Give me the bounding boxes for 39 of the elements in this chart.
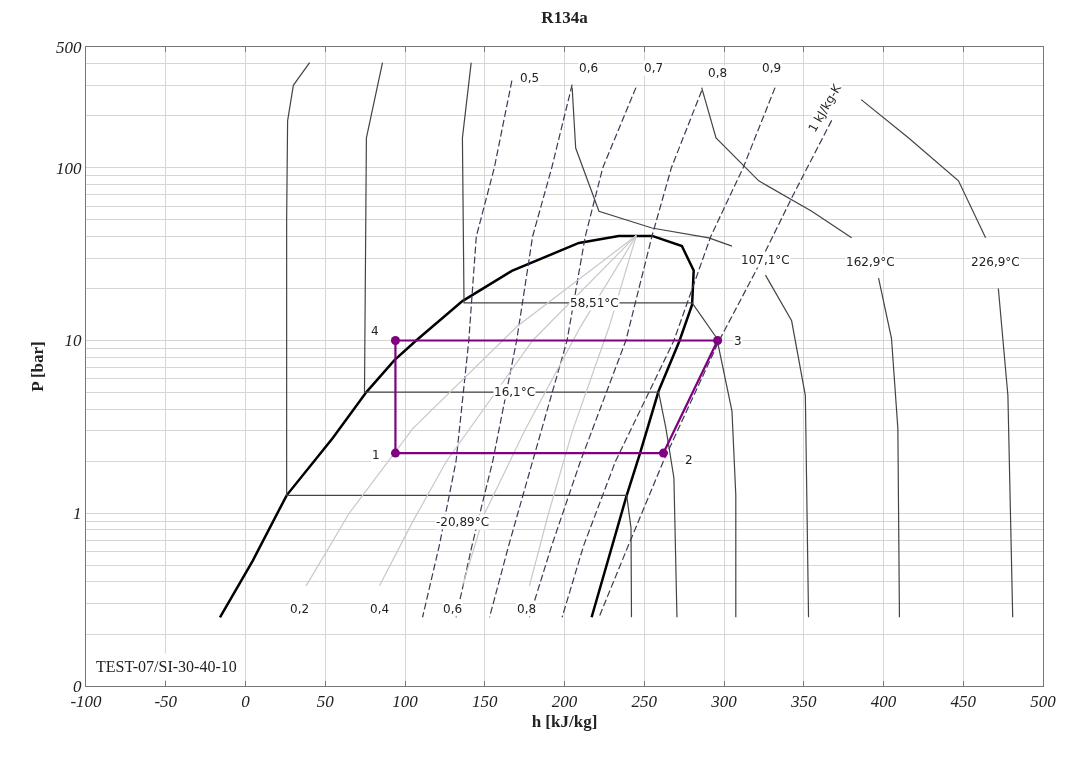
y-tick-label: 100 <box>56 158 83 178</box>
x-tick-label: 50 <box>316 692 335 712</box>
annotation: 0,8 <box>708 66 728 80</box>
annotation: 162,9°C <box>846 255 895 269</box>
x-axis-title: h [kJ/kg] <box>531 711 598 731</box>
annotation: 0,9 <box>762 61 782 75</box>
x-tick-label: 0 <box>241 692 251 712</box>
annotation: 0,8 <box>517 602 537 616</box>
annotation: 0,5 <box>520 71 540 85</box>
annotation: 2 <box>685 453 693 467</box>
x-tick-label: 350 <box>790 692 817 712</box>
annotation: 226,9°C <box>971 255 1020 269</box>
annotation: 0,6 <box>579 61 599 75</box>
x-tick-label: 250 <box>631 692 658 712</box>
x-tick-label: 100 <box>392 692 419 712</box>
y-tick-label: 1 <box>73 504 82 524</box>
annotation: 0,2 <box>290 602 310 616</box>
annotation: 16,1°C <box>494 385 536 399</box>
x-tick-label: 450 <box>950 692 977 712</box>
y-tick-label: 500 <box>56 37 83 57</box>
annotation: 3 <box>734 334 742 348</box>
annotation: 4 <box>371 324 379 338</box>
annotation: 107,1°C <box>741 253 790 267</box>
x-tick-label: 300 <box>710 692 738 712</box>
x-tick-label: 150 <box>472 692 498 712</box>
y-axis-title: P [bar] <box>27 341 47 392</box>
y-tick-label: 10 <box>64 331 83 351</box>
x-tick-label: 500 <box>1030 692 1057 712</box>
annotation: 0,4 <box>370 602 390 616</box>
x-tick-label: 200 <box>551 692 578 712</box>
x-tick-label: 400 <box>870 692 897 712</box>
annotation: TEST-07/SI-30-40-10 <box>96 658 237 675</box>
annotation: 1 <box>372 448 380 462</box>
annotation: 0,6 <box>443 602 463 616</box>
x-tick-label: -50 <box>154 692 178 712</box>
annotation: 0,7 <box>644 61 664 75</box>
annotation: 58,51°C <box>570 296 619 310</box>
chart-title: R134a <box>541 8 589 28</box>
annotation: -20,89°C <box>436 515 490 529</box>
